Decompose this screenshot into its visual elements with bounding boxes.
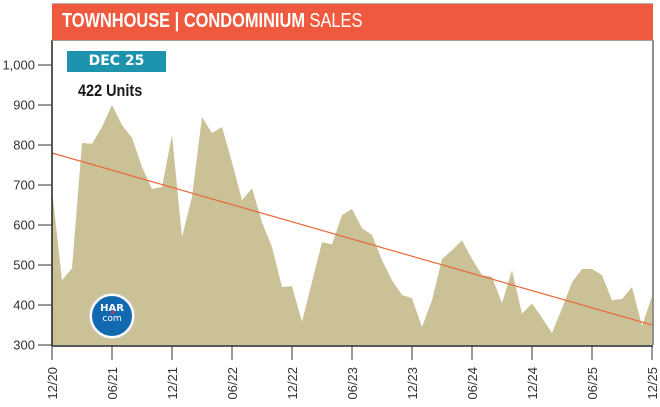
y-tick-label: 1,000 xyxy=(2,58,35,73)
har-logo-dot xyxy=(111,311,114,314)
chart-title: TOWNHOUSE | CONDOMINIUM SALES xyxy=(62,10,362,33)
x-tick-label: 12/20 xyxy=(45,367,60,400)
x-tick-label: 12/24 xyxy=(525,367,540,400)
area-layer xyxy=(52,105,652,345)
x-tick-label: 06/23 xyxy=(345,367,360,400)
y-tick-label: 300 xyxy=(13,338,35,353)
y-tick-label: 500 xyxy=(13,258,35,273)
chart-title-bold: TOWNHOUSE | CONDOMINIUM xyxy=(62,10,305,32)
sales-area xyxy=(52,105,652,345)
y-tick-label: 700 xyxy=(13,178,35,193)
trend-layer xyxy=(51,152,653,326)
x-tick-label: 12/25 xyxy=(645,367,660,400)
axis-layer: 300 400 500 600 700 800 900 1,000 12/20 06/21 12/2… xyxy=(2,40,660,400)
y-tick-label: 900 xyxy=(13,98,35,113)
y-tick-label: 400 xyxy=(13,298,35,313)
x-tick-label: 06/22 xyxy=(225,367,240,400)
har-logo-subtext: com xyxy=(102,314,122,324)
trend-line xyxy=(51,152,653,326)
y-tick-label: 800 xyxy=(13,138,35,153)
units-label: 422 Units xyxy=(78,81,143,100)
x-tick-label: 06/24 xyxy=(465,367,480,400)
x-tick-label: 12/23 xyxy=(405,367,420,400)
chart-title-light: SALES xyxy=(304,10,363,32)
x-tick-label: 12/22 xyxy=(285,367,300,400)
har-logo: HAR com xyxy=(90,294,134,338)
x-tick-label: 12/21 xyxy=(165,367,180,400)
month-badge: DEC 25 xyxy=(67,51,166,72)
har-logo-text: HAR xyxy=(100,303,124,314)
x-tick-label: 06/25 xyxy=(585,367,600,400)
x-tick-label: 06/21 xyxy=(105,367,120,400)
y-tick-label: 600 xyxy=(13,218,35,233)
chart-header: TOWNHOUSE | CONDOMINIUM SALES xyxy=(52,3,653,41)
